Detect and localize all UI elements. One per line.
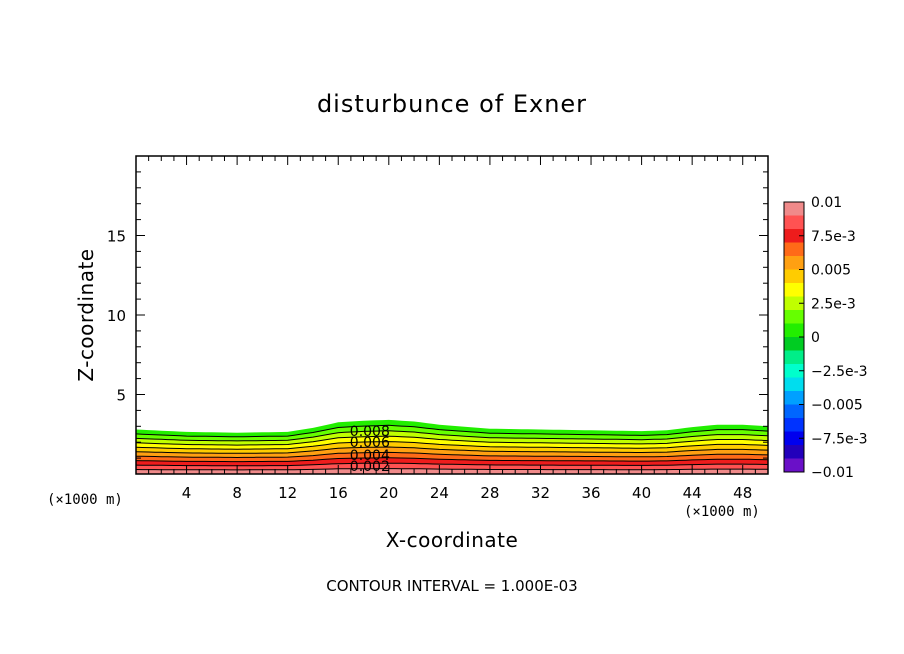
x-tick-label: 4 [182,484,192,502]
colorbar-cell [784,391,804,405]
colorbar-label: 0.005 [811,263,851,279]
x-tick-label: 12 [278,484,297,502]
contour-band-0 [136,419,768,437]
colorbar-cell [784,296,804,311]
contour-lines [135,424,769,471]
colorbar-cell [784,445,804,459]
contour-line-3 [135,435,769,446]
y-tick-label: 10 [107,307,126,325]
contour-band-4 [136,441,768,454]
contour-band-8 [136,463,768,470]
colorbar-cell [784,364,804,378]
colorbar-cell [784,310,804,324]
contour-label-3: 0.002 [350,459,390,475]
colorbar-label: 0 [811,330,820,346]
contour-band-7 [136,457,768,466]
x-tick-label: 16 [329,484,348,502]
x-tick-label: 48 [733,484,752,502]
contour-interval-note: CONTOUR INTERVAL = 1.000E-03 [326,577,577,595]
contour-line-2 [135,430,769,442]
contour-line-7 [135,457,769,463]
x-tick-label: 32 [531,484,550,502]
contour-fills [136,419,768,474]
x-unit-right: (×1000 m) [684,504,760,520]
colorbar-label: −0.005 [811,398,863,414]
colorbar-label: −0.01 [811,465,854,481]
colorbar-cell [784,229,804,243]
contour-band-2 [136,430,768,446]
x-tick-label: 24 [430,484,449,502]
colorbar-label: 0.01 [811,195,842,211]
colorbar-cell [784,377,804,392]
contour-line-6 [135,451,769,459]
x-axis-label: X-coordinate [386,528,519,552]
y-tick-label: 15 [107,228,126,246]
y-tick-label: 5 [116,387,126,405]
colorbar-cell [784,242,804,257]
contour-label-1: 0.006 [350,435,390,451]
contour-label-2: 0.004 [350,448,390,464]
x-tick-label: 20 [379,484,398,502]
colorbar-cell [784,350,804,365]
contour-line-5 [135,446,769,454]
colorbar-cell [784,431,804,446]
colorbar-cell [784,269,804,284]
contour-line-8 [135,462,769,467]
contour-band-5 [136,447,768,458]
x-tick-label: 8 [232,484,242,502]
colorbar-cell [784,418,804,432]
colorbar-cell [784,215,804,230]
colorbar-label: 2.5e-3 [811,296,856,312]
contour-band-6 [136,452,768,462]
contour-band-1 [136,425,768,441]
x-tick-label: 44 [683,484,702,502]
colorbar-cell [784,202,804,216]
colorbar-label: 7.5e-3 [811,229,856,245]
colorbar-cell [784,404,804,419]
contour-line-4 [135,441,769,450]
colorbar-label: −7.5e-3 [811,431,868,447]
colorbar-cell [784,283,804,297]
contour-line-1 [135,424,769,438]
colorbar-cell [784,256,804,270]
x-unit-left: (×1000 m) [47,492,123,508]
contour-band-3 [136,436,768,450]
x-tick-label: 40 [632,484,651,502]
colorbar-label: −2.5e-3 [811,364,868,380]
x-tick-label: 28 [480,484,499,502]
colorbar-cell [784,337,804,351]
chart-title: disturbunce of Exner [317,90,587,118]
x-tick-label: 36 [581,484,600,502]
colorbar-cell [784,323,804,338]
contour-label-0: 0.008 [350,424,390,440]
colorbar-cell [784,458,804,473]
colorbar: 0.01 7.5e-3 0.005 2.5e-3 0 −2.5e-3 −0.005 −7.5e… [783,195,868,481]
y-axis-label: Z-coordinate [74,248,98,381]
